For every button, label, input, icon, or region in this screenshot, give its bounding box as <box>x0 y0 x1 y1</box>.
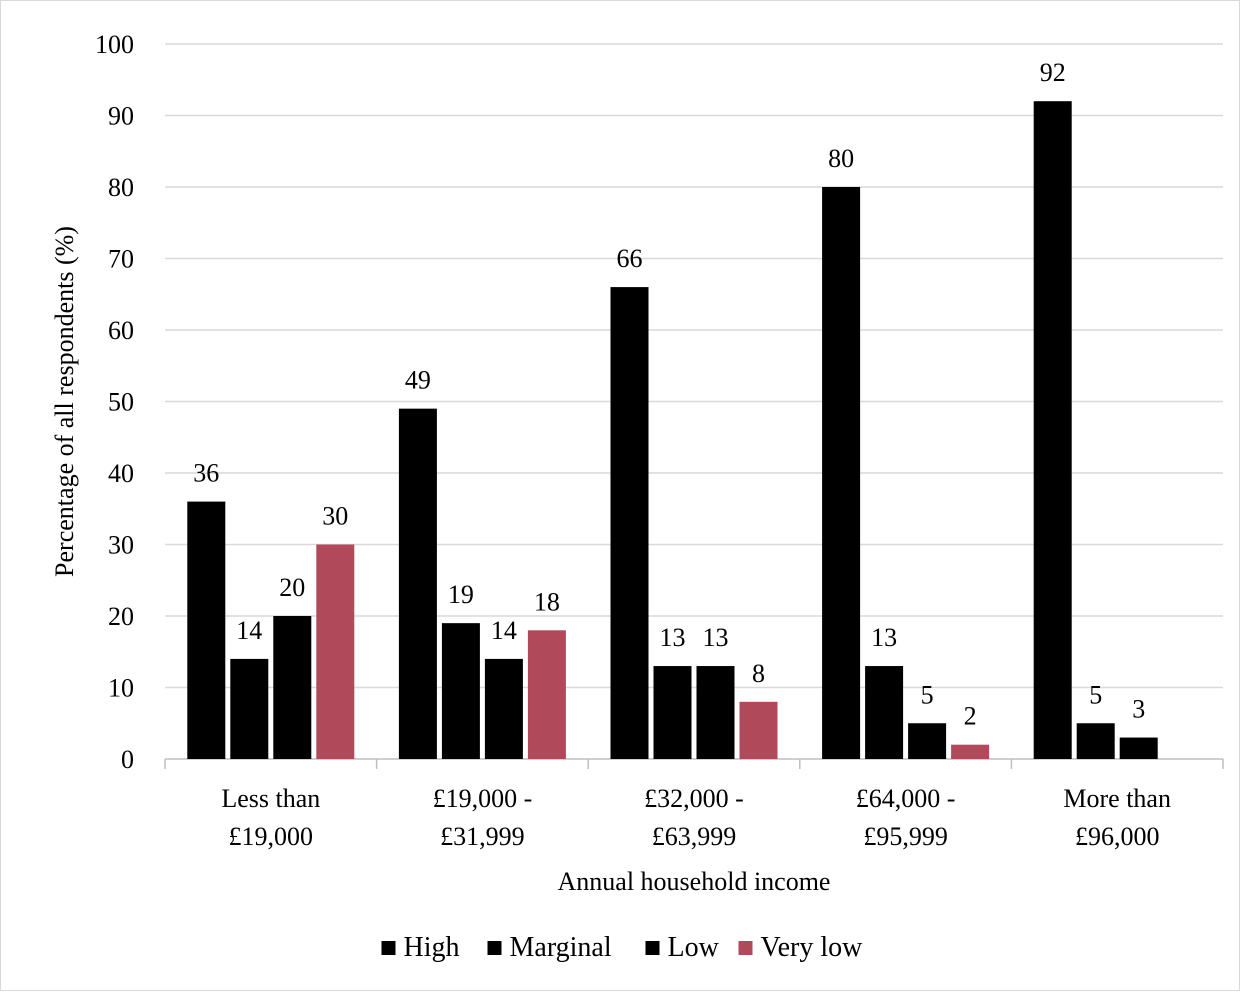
x-axis <box>164 759 1224 769</box>
data-label-high: 66 <box>617 244 643 273</box>
legend-swatch-very-low <box>738 941 753 955</box>
category-labels: Less than £19,000 £19,000 - £31,999 £32,000 … <box>221 784 1171 851</box>
data-label-low: 14 <box>491 616 517 645</box>
legend-swatch-high <box>381 941 396 955</box>
bar-very-low <box>316 544 355 759</box>
data-label-high: 36 <box>193 459 219 488</box>
category-label: £19,000 - <box>433 784 533 813</box>
category-label: £96,000 <box>1075 822 1160 851</box>
data-label-very-low: 8 <box>752 659 765 688</box>
legend-label-low: Low <box>668 932 720 963</box>
y-tick-label: 0 <box>121 745 134 774</box>
bar-low <box>273 616 312 759</box>
y-tick-label: 30 <box>108 531 134 560</box>
y-tick-label: 60 <box>108 316 134 345</box>
category-label: £32,000 - <box>644 784 744 813</box>
data-label-marginal: 5 <box>1089 680 1102 709</box>
data-label-marginal: 14 <box>236 616 262 645</box>
data-label-low: 3 <box>1132 695 1145 724</box>
legend-swatch-marginal <box>487 941 502 955</box>
data-label-marginal: 13 <box>871 623 897 652</box>
legend: High Marginal Low Very low <box>381 932 864 963</box>
bar-very-low <box>739 701 778 759</box>
bar-high <box>187 501 226 759</box>
category-label: More than <box>1063 784 1171 813</box>
data-label-very-low: 18 <box>534 587 560 616</box>
data-label-high: 49 <box>405 366 431 395</box>
y-tick-label: 90 <box>108 102 134 131</box>
data-label-very-low: 2 <box>964 702 977 731</box>
data-label-very-low: 30 <box>322 502 348 531</box>
bar-low <box>908 723 947 759</box>
bar-low <box>696 666 735 759</box>
bar-low <box>484 658 523 759</box>
legend-label-marginal: Marginal <box>510 932 612 963</box>
category-label: £63,999 <box>652 822 737 851</box>
x-axis-title: Annual household income <box>558 867 831 896</box>
bar-very-low <box>527 630 566 759</box>
data-label-marginal: 13 <box>660 623 686 652</box>
bar-high <box>398 408 437 759</box>
y-tick-label: 10 <box>108 674 134 703</box>
data-label-low: 5 <box>921 680 934 709</box>
category-label: £31,999 <box>440 822 525 851</box>
legend-label-high: High <box>404 932 460 963</box>
y-axis-ticks: 0 10 20 30 40 50 60 70 80 90 100 <box>95 30 134 774</box>
y-tick-label: 40 <box>108 459 134 488</box>
y-axis-title: Percentage of all respondents (%) <box>50 226 79 577</box>
bars <box>187 101 1158 759</box>
bar-marginal <box>441 623 480 759</box>
bar-low <box>1119 737 1158 759</box>
data-label-high: 92 <box>1040 58 1066 87</box>
bar-high <box>1033 101 1072 759</box>
bar-high <box>822 187 861 759</box>
bar-marginal <box>865 666 904 759</box>
bar-high <box>610 287 649 759</box>
bar-marginal <box>653 666 692 759</box>
data-label-high: 80 <box>828 144 854 173</box>
category-label: £64,000 - <box>856 784 956 813</box>
y-tick-label: 50 <box>108 388 134 417</box>
y-tick-label: 80 <box>108 173 134 202</box>
data-label-marginal: 19 <box>448 580 474 609</box>
legend-swatch-low <box>645 941 660 955</box>
bar-very-low <box>951 744 990 759</box>
bar-marginal <box>1076 723 1115 759</box>
category-label: £19,000 <box>229 822 314 851</box>
bar-marginal <box>230 658 269 759</box>
y-tick-label: 70 <box>108 245 134 274</box>
data-label-low: 13 <box>703 623 729 652</box>
data-labels: 36 14 20 30 49 19 14 18 66 13 13 8 80 13 5 2 92 5 3 <box>193 58 1145 731</box>
legend-label-very-low: Very low <box>761 932 864 963</box>
data-label-low: 20 <box>279 573 305 602</box>
category-label: £95,999 <box>863 822 948 851</box>
y-tick-label: 100 <box>95 30 134 59</box>
y-tick-label: 20 <box>108 602 134 631</box>
category-label: Less than <box>221 784 320 813</box>
